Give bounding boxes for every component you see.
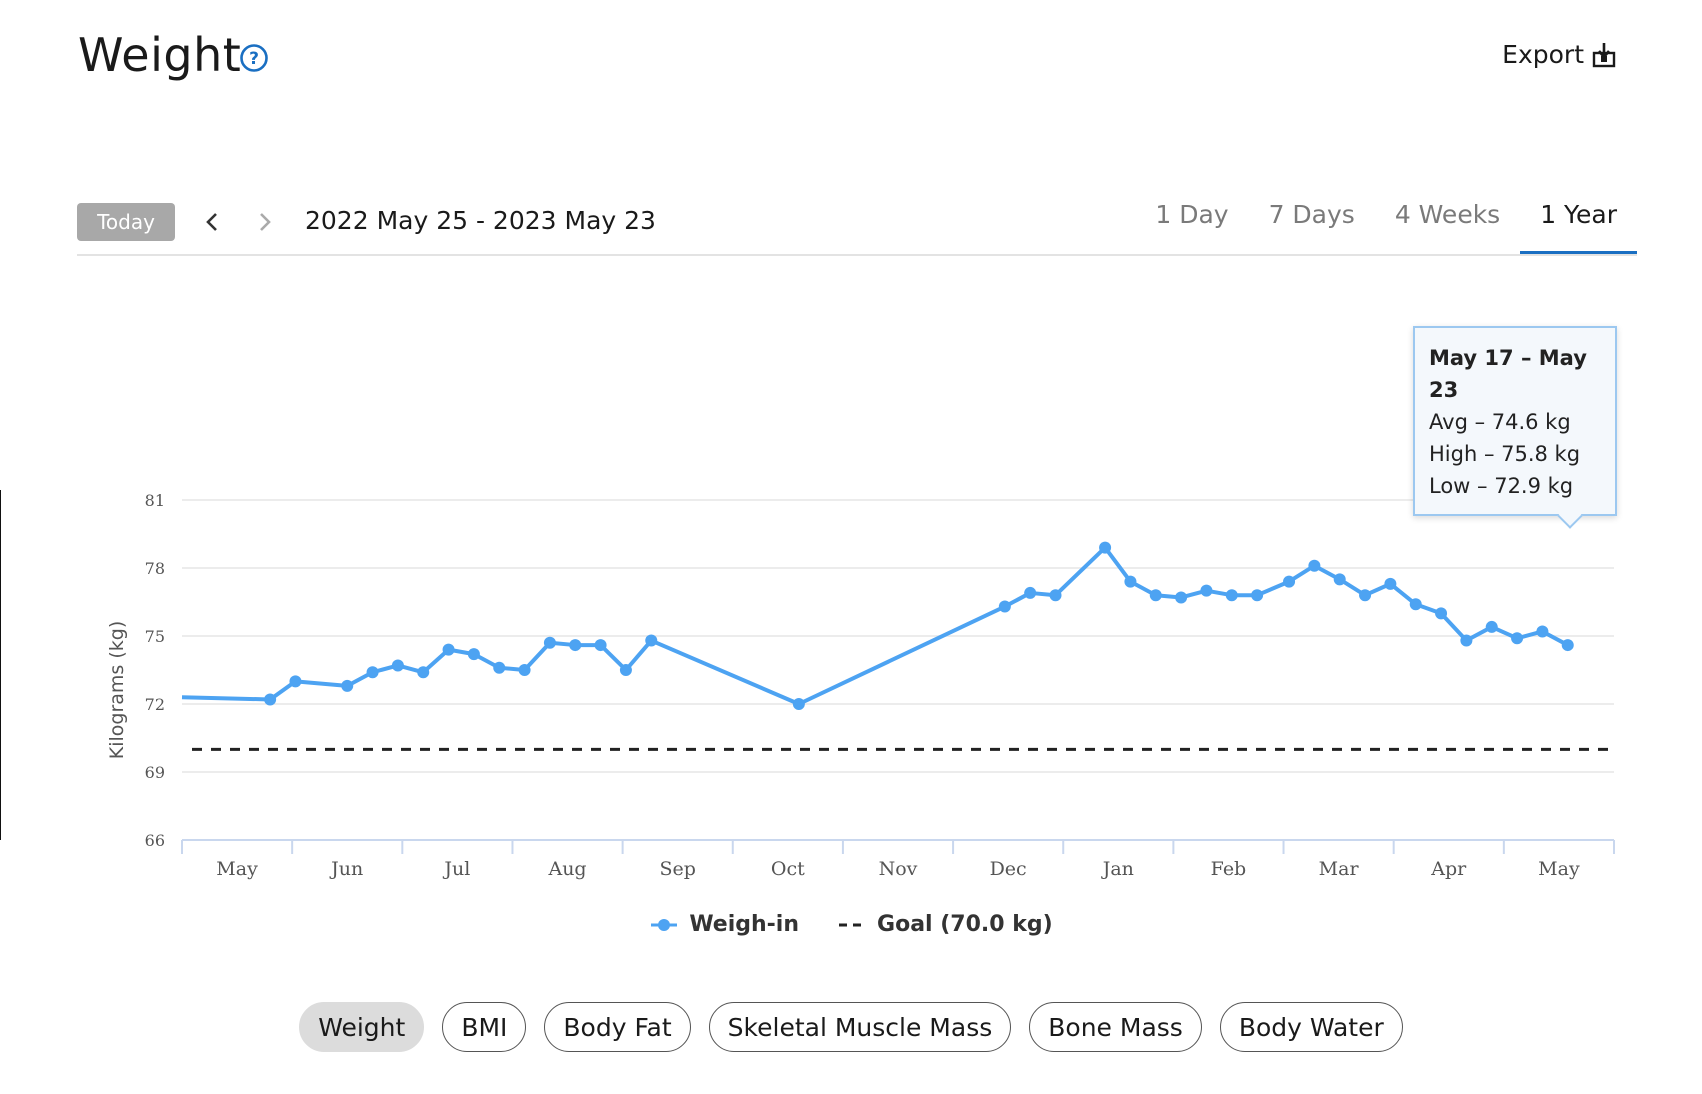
- export-button[interactable]: Export: [1502, 40, 1616, 69]
- date-range-label: 2022 May 25 - 2023 May 23: [305, 206, 656, 235]
- y-tick-label: 75: [145, 627, 165, 646]
- data-point[interactable]: [1283, 575, 1296, 588]
- data-point[interactable]: [645, 634, 658, 647]
- tab-4-weeks[interactable]: 4 Weeks: [1394, 200, 1501, 229]
- x-tick-label: Sep: [659, 858, 695, 880]
- data-point[interactable]: [543, 636, 556, 649]
- x-tick-label: Feb: [1211, 858, 1247, 880]
- data-point[interactable]: [1049, 589, 1062, 602]
- chart-tooltip: May 17 – May 23 Avg – 74.6 kg High – 75.…: [1413, 326, 1617, 516]
- metric-tab-bone-mass[interactable]: Bone Mass: [1029, 1002, 1202, 1052]
- metric-tab-weight[interactable]: Weight: [299, 1002, 425, 1052]
- y-tick-label: 78: [145, 559, 165, 578]
- legend-line-dot-icon: [651, 918, 678, 931]
- x-tick-label: Nov: [879, 858, 918, 880]
- data-point[interactable]: [1359, 589, 1372, 602]
- data-point[interactable]: [1511, 632, 1524, 645]
- tooltip-title: May 17 – May 23: [1429, 346, 1587, 402]
- data-point[interactable]: [264, 693, 277, 706]
- tooltip-low: Low – 72.9 kg: [1429, 474, 1574, 498]
- x-tick-label: Aug: [547, 858, 586, 880]
- today-button[interactable]: Today: [77, 203, 175, 241]
- data-point[interactable]: [1536, 625, 1549, 638]
- x-tick-label: Jul: [442, 858, 470, 880]
- x-tick-label: Jan: [1101, 858, 1134, 880]
- tab-1-day[interactable]: 1 Day: [1155, 200, 1229, 229]
- data-point[interactable]: [442, 643, 455, 656]
- data-point[interactable]: [1200, 584, 1213, 597]
- chevron-left-icon[interactable]: [201, 210, 225, 234]
- x-tick-label: Jun: [329, 858, 363, 880]
- data-point[interactable]: [1225, 589, 1238, 602]
- tab-7-days[interactable]: 7 Days: [1268, 200, 1355, 229]
- data-point[interactable]: [1485, 620, 1498, 633]
- range-tabs: 1 Day 7 Days 4 Weeks 1 Year: [1135, 196, 1637, 254]
- data-point[interactable]: [569, 639, 582, 652]
- tooltip-avg: Avg – 74.6 kg: [1429, 410, 1571, 434]
- svg-text:?: ?: [249, 49, 259, 69]
- data-point[interactable]: [1149, 589, 1162, 602]
- data-point[interactable]: [417, 666, 430, 679]
- chart-legend: Weigh-in Goal (70.0 kg): [0, 912, 1702, 937]
- y-tick-label: 72: [145, 695, 165, 714]
- legend-weigh-in[interactable]: Weigh-in: [649, 912, 799, 937]
- x-tick-label: May: [216, 858, 258, 880]
- metric-tab-body-fat[interactable]: Body Fat: [544, 1002, 691, 1052]
- weight-chart: 66 69 72 75 78 81 May Jun Jul Aug Sep Oct Nov Dec Jan F…: [0, 490, 1615, 880]
- data-point[interactable]: [391, 659, 404, 672]
- chevron-right-icon[interactable]: [252, 210, 276, 234]
- page-title: Weight: [78, 28, 242, 82]
- data-point[interactable]: [1308, 559, 1321, 572]
- data-point[interactable]: [289, 675, 302, 688]
- x-tick-label: Mar: [1319, 858, 1360, 880]
- metric-tab-body-water[interactable]: Body Water: [1219, 1002, 1403, 1052]
- data-point[interactable]: [1333, 573, 1346, 586]
- metric-tab-skeletal-muscle-mass[interactable]: Skeletal Muscle Mass: [708, 1002, 1012, 1052]
- legend-goal[interactable]: Goal (70.0 kg): [837, 912, 1053, 937]
- data-point[interactable]: [1099, 541, 1112, 554]
- help-icon[interactable]: ?: [239, 43, 269, 73]
- x-tick-label: Apr: [1430, 858, 1467, 880]
- y-tick-label: 66: [145, 831, 165, 850]
- metric-tabs: Weight BMI Body Fat Skeletal Muscle Mass…: [0, 1002, 1702, 1052]
- data-point[interactable]: [1384, 577, 1397, 590]
- data-point[interactable]: [518, 664, 531, 676]
- data-point[interactable]: [1251, 589, 1264, 602]
- data-point[interactable]: [1435, 607, 1448, 620]
- metric-tab-bmi[interactable]: BMI: [442, 1002, 527, 1052]
- y-tick-label: 69: [145, 763, 165, 782]
- data-point[interactable]: [594, 639, 607, 652]
- x-tick-label: Oct: [771, 858, 805, 880]
- tab-1-year[interactable]: 1 Year: [1520, 196, 1637, 254]
- data-point[interactable]: [1409, 598, 1422, 611]
- data-point[interactable]: [1175, 591, 1188, 604]
- date-toolbar: Today 2022 May 25 - 2023 May 23 1 Day 7 …: [77, 196, 1637, 256]
- tooltip-high: High – 75.8 kg: [1429, 442, 1581, 466]
- export-label: Export: [1502, 40, 1584, 69]
- x-tick-label: May: [1538, 858, 1580, 880]
- data-point[interactable]: [493, 661, 506, 674]
- legend-dash-icon: [839, 923, 866, 926]
- data-point[interactable]: [341, 679, 354, 692]
- data-point[interactable]: [366, 666, 379, 679]
- data-point[interactable]: [1561, 639, 1574, 652]
- download-icon: [1592, 42, 1616, 67]
- data-point[interactable]: [998, 600, 1011, 613]
- y-axis-title: Kilograms (kg): [106, 621, 128, 760]
- data-point[interactable]: [619, 664, 632, 676]
- weigh-in-line: [181, 545, 1569, 706]
- data-point[interactable]: [1460, 634, 1473, 647]
- data-point[interactable]: [467, 648, 480, 661]
- data-point[interactable]: [1024, 586, 1037, 599]
- legend-goal-label: Goal (70.0 kg): [877, 912, 1053, 937]
- data-point[interactable]: [1124, 575, 1137, 588]
- legend-weigh-in-label: Weigh-in: [689, 912, 800, 937]
- y-tick-label: 81: [145, 491, 165, 510]
- x-tick-label: Dec: [990, 858, 1027, 880]
- data-point[interactable]: [792, 698, 805, 710]
